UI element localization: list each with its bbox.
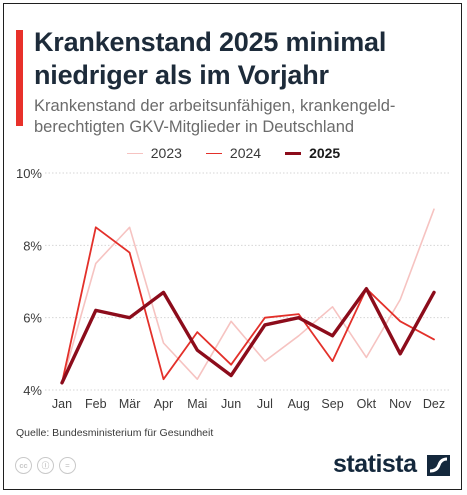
legend-item-2025: 2025	[285, 145, 340, 161]
legend-label-2023: 2023	[150, 145, 182, 161]
x-tick-label: Okt	[357, 397, 377, 411]
x-tick-label: Mai	[187, 397, 207, 411]
x-tick-label: Jun	[221, 397, 241, 411]
series-line-2023	[61, 208, 435, 384]
series-line-2024	[61, 226, 435, 384]
y-tick-label: 6%	[23, 311, 42, 326]
x-tick-label: Apr	[154, 397, 173, 411]
legend-swatch-2023	[126, 152, 143, 154]
x-tick-label: Jul	[257, 397, 273, 411]
legend: 2023 2024 2025	[0, 145, 467, 161]
statista-logo-text[interactable]: statista	[333, 450, 417, 478]
attribution-icon[interactable]: ⓘ	[37, 457, 54, 474]
y-tick-label: 10%	[16, 166, 42, 181]
y-tick-label: 4%	[23, 383, 42, 398]
x-tick-label: Aug	[288, 397, 310, 411]
chart-subtitle: Krankenstand der arbeitsunfähigen, krank…	[34, 97, 396, 136]
source-note: Quelle: Bundesministerium für Gesundheit	[16, 427, 214, 439]
x-tick-label: Mär	[119, 397, 141, 411]
legend-item-2024: 2024	[205, 145, 262, 161]
chart-title: Krankenstand 2025 minimal niedriger als …	[34, 27, 387, 90]
legend-item-2023: 2023	[126, 145, 182, 161]
x-tick-label: Jan	[52, 397, 72, 411]
legend-swatch-2024	[205, 152, 222, 154]
statista-logo-icon	[427, 455, 450, 476]
license-icons: cc ⓘ =	[15, 457, 76, 474]
legend-label-2024: 2024	[229, 145, 262, 161]
y-tick-label: 8%	[23, 238, 42, 253]
x-tick-label: Dez	[423, 397, 445, 411]
x-tick-label: Nov	[389, 397, 412, 411]
x-tick-label: Feb	[85, 397, 107, 411]
legend-swatch-2025	[285, 151, 302, 155]
accent-bar	[16, 30, 23, 126]
infographic-frame	[3, 3, 462, 490]
no-derivatives-icon[interactable]: =	[59, 457, 76, 474]
x-tick-label: Sep	[321, 397, 343, 411]
series-line-2025	[60, 287, 436, 385]
cc-icon[interactable]: cc	[15, 457, 32, 474]
legend-label-2025: 2025	[309, 145, 341, 161]
